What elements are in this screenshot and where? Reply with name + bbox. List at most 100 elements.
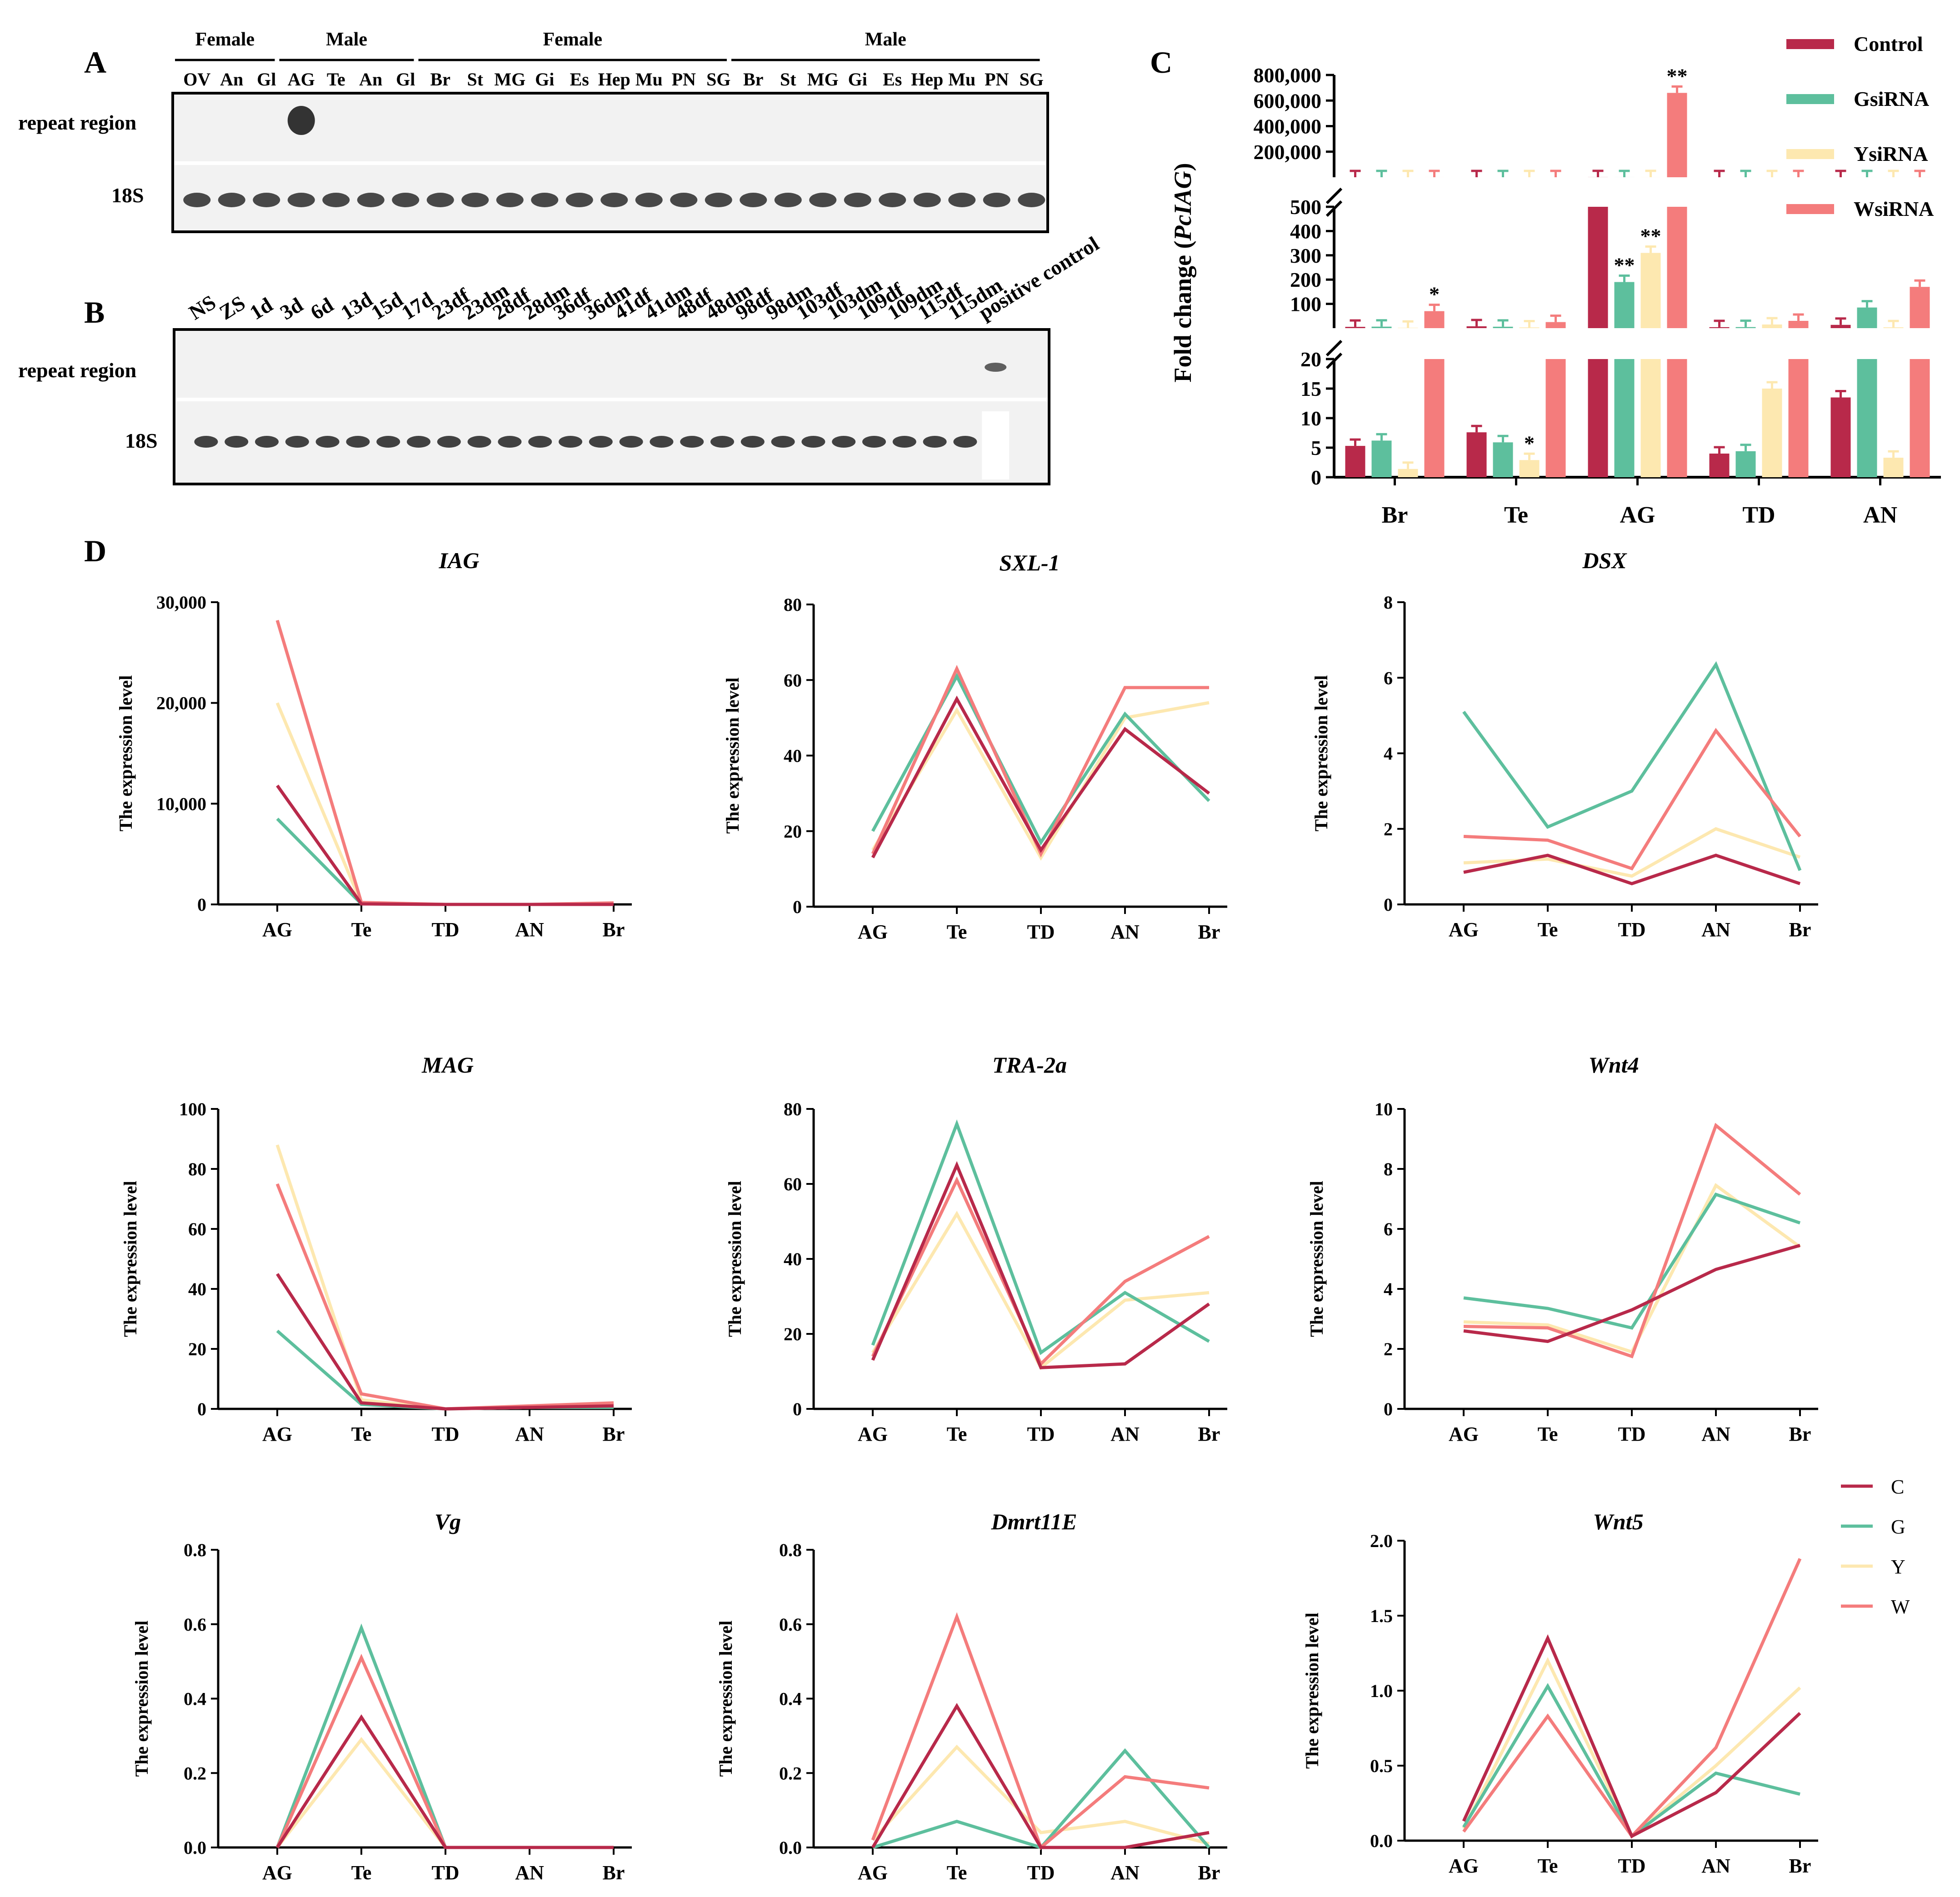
bar-c-WsiRNA-AN — [1910, 287, 1930, 328]
bar-c-Control-AN — [1830, 397, 1851, 477]
line-chart-y-tick-label: 20 — [784, 821, 802, 842]
line-chart-y-tick-label: 0.0 — [184, 1837, 206, 1858]
line-series-C — [871, 1161, 1210, 1369]
line-series-C — [871, 1703, 1210, 1849]
bar-c-Control-AG — [1588, 207, 1608, 328]
line-chart-title: SXL-1 — [999, 550, 1060, 575]
bar-c-y-tick-label: 800,000 — [1254, 64, 1322, 87]
gel-a-lane-label: MG — [494, 69, 525, 90]
line-chart-y-tick-label: 0.0 — [1370, 1831, 1393, 1851]
line-chart-y-tick-label: 1.5 — [1370, 1606, 1393, 1626]
line-chart-y-tick-label: 6 — [1384, 668, 1393, 688]
bar-c-YsiRNA-TD — [1762, 324, 1782, 328]
gel-b-18s-band — [953, 436, 977, 448]
line-chart-x-tick-label: TD — [431, 1862, 459, 1884]
line-chart-x-tick-label: AN — [515, 1862, 544, 1884]
gel-b-empty-lane — [982, 411, 1010, 479]
line-chart-title: Wnt5 — [1593, 1509, 1643, 1534]
line-chart-Dmrt11E: Dmrt11E 0.0 0.2 0.4 0.6 0.8 AG Te TD AN Br The expr… — [715, 1509, 1227, 1884]
gel-b-18s-band — [801, 436, 825, 448]
line-chart-y-tick-label: 60 — [784, 670, 802, 690]
line-legend-label: Y — [1891, 1556, 1905, 1578]
line-series-C — [1463, 854, 1801, 885]
gel-a-lane-label: St — [780, 69, 796, 90]
bar-c-x-tick-label: AG — [1620, 502, 1655, 528]
line-chart-y-tick-label: 0.5 — [1370, 1756, 1393, 1776]
bar-c-YsiRNA-Br — [1398, 469, 1418, 477]
bar-c-legend-label: Control — [1854, 32, 1923, 55]
line-chart-Wnt5: Wnt5 0.0 0.5 1.0 1.5 2.0 AG Te TD AN Br The express… — [1302, 1509, 1818, 1877]
gel-b-18s-band — [437, 436, 461, 448]
gel-a-18s-band — [426, 193, 454, 207]
line-chart-SXL-1: SXL-1 0 20 40 60 80 AG Te TD AN Br The expression l… — [722, 550, 1227, 943]
gel-a-group-label: Female — [543, 29, 602, 50]
line-chart-x-tick-label: Te — [1538, 1423, 1558, 1445]
line-chart-y-label: The expression level — [725, 1181, 745, 1337]
gel-a-18s-band — [948, 193, 976, 207]
bar-c-y-tick-label: 400,000 — [1254, 115, 1322, 138]
bar-c-YsiRNA-AG — [1640, 253, 1661, 328]
gel-a-18s-band — [392, 193, 420, 207]
line-chart-title: DSX — [1582, 548, 1627, 573]
bar-c-WsiRNA-Br — [1424, 311, 1445, 328]
line-chart-y-label: The expression level — [722, 678, 743, 834]
line-chart-x-tick-label: Br — [603, 1423, 625, 1445]
gel-b-18s-band — [376, 436, 400, 448]
line-chart-x-tick-label: AG — [262, 1423, 292, 1445]
line-chart-x-tick-label: TD — [431, 1423, 459, 1445]
line-chart-y-tick-label: 60 — [188, 1219, 206, 1239]
bar-c-significance: ** — [1614, 254, 1635, 277]
line-chart-x-tick-label: AN — [1110, 1862, 1140, 1884]
bar-c-y-tick-label: 200,000 — [1254, 140, 1322, 164]
bar-c-GsiRNA-AG — [1614, 359, 1635, 477]
line-chart-y-tick-label: 100 — [179, 1099, 206, 1119]
line-series-W — [871, 664, 1209, 858]
line-chart-y-tick-label: 10,000 — [156, 794, 206, 814]
line-chart-title: Dmrt11E — [991, 1509, 1077, 1534]
bar-c-WsiRNA-AG — [1667, 359, 1687, 477]
bar-c-x-tick-label: AN — [1863, 502, 1897, 528]
gel-a-18s-band — [913, 193, 941, 207]
gel-a-lane-label: Br — [743, 69, 763, 90]
line-chart-y-tick-label: 20,000 — [156, 693, 206, 714]
line-chart-y-tick-label: 0 — [793, 1399, 802, 1419]
gel-a-18s-band — [253, 193, 280, 207]
gel-b-18s-band — [710, 436, 734, 448]
line-chart-DSX: DSX 0 2 4 6 8 AG Te TD AN Br The expression level — [1311, 548, 1818, 941]
gel-b-label-18s: 18S — [125, 429, 158, 452]
line-chart-title: Wnt4 — [1588, 1052, 1639, 1078]
gel-a-18s-band — [322, 193, 350, 207]
gel-b-18s-band — [862, 436, 886, 448]
gel-a-18s-band — [287, 193, 315, 207]
line-series-C — [871, 695, 1210, 859]
gel-a-18s-band — [983, 193, 1010, 207]
gel-a-lane-label: An — [220, 69, 243, 90]
gel-a-lane-label: PN — [985, 69, 1009, 90]
gel-a-row-divider — [175, 161, 1046, 165]
gel-a-lane-label: Gl — [396, 69, 415, 90]
bar-c-y-label-prefix: Fold change ( — [1169, 240, 1196, 382]
gel-a-lane-label: MG — [807, 69, 839, 90]
gel-b-18s-band — [498, 436, 522, 448]
line-series-C — [276, 1714, 614, 1849]
line-chart-x-tick-label: Te — [947, 1862, 967, 1884]
bar-c-GsiRNA-TD — [1735, 327, 1756, 328]
bar-c-GsiRNA-AG — [1614, 282, 1635, 328]
gel-a-18s-band — [705, 193, 732, 207]
line-chart-title: Vg — [435, 1509, 461, 1534]
gel-b-18s-band — [407, 436, 430, 448]
gel-a-18s-band — [740, 193, 767, 207]
gel-a-lane-label: Hep — [598, 69, 630, 90]
line-chart-x-tick-label: TD — [1027, 1423, 1055, 1445]
line-legend-label: C — [1891, 1476, 1904, 1498]
line-series-G — [1463, 1192, 1801, 1330]
line-chart-y-tick-label: 0 — [197, 1399, 206, 1419]
bar-c-y-tick-label: 100 — [1290, 293, 1321, 316]
bar-c-WsiRNA-AN — [1910, 359, 1930, 477]
line-chart-y-tick-label: 60 — [784, 1174, 802, 1194]
line-series-W — [1463, 1123, 1801, 1358]
bar-c-Control-AN — [1830, 324, 1851, 328]
line-chart-y-tick-label: 80 — [784, 1099, 802, 1119]
line-chart-x-tick-label: TD — [1618, 919, 1645, 941]
